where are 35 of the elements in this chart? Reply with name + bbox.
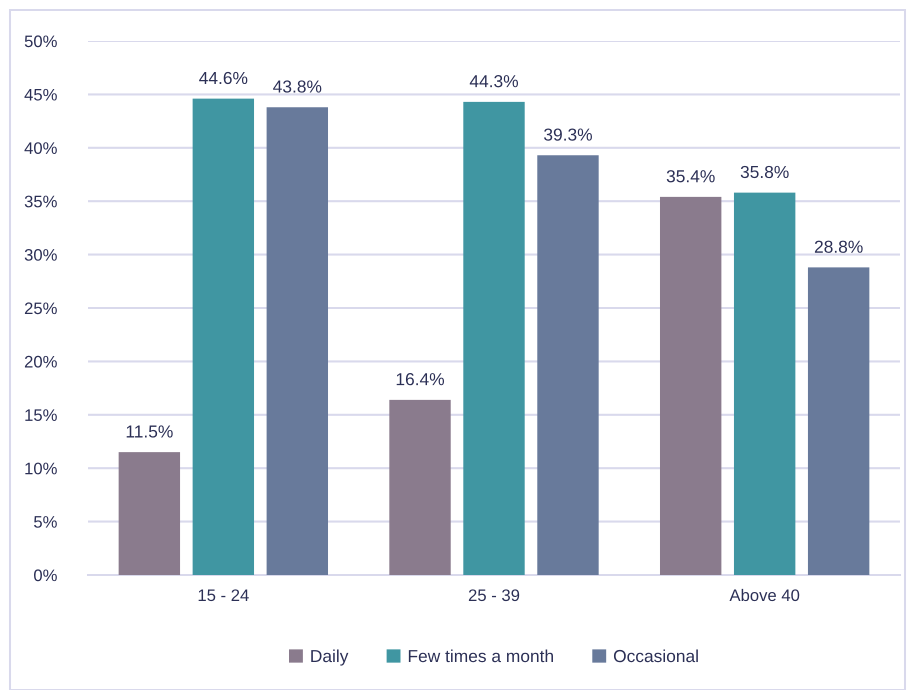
y-tick-label: 0% [34, 569, 57, 582]
y-tick-label: 10% [25, 462, 57, 474]
bar [537, 155, 599, 575]
x-tick-label: 15 - 24 [198, 589, 249, 602]
legend-label: Daily [311, 649, 348, 666]
y-tick-label: 30% [24, 249, 57, 261]
data-label: 35.4% [666, 170, 715, 182]
bar [266, 107, 328, 575]
y-tick-label: 15% [25, 409, 57, 422]
y-tick-label: 40% [24, 142, 57, 154]
legend-label: Few times a month [408, 649, 553, 662]
bar [660, 196, 722, 575]
data-label: 43.8% [273, 80, 322, 93]
bar [808, 267, 870, 575]
data-label: 28.8% [814, 240, 863, 253]
data-label: 44.3% [470, 75, 518, 88]
bar [192, 98, 254, 575]
y-tick-label: 35% [24, 196, 57, 208]
y-tick-label: 25% [24, 302, 57, 314]
data-label: 11.5% [126, 425, 173, 438]
y-tick-label: 45% [24, 88, 57, 101]
data-label: 35.8% [740, 166, 789, 178]
legend-label: Occasional [614, 649, 698, 662]
bar [389, 400, 451, 575]
x-tick-label: 25 - 39 [468, 589, 520, 602]
data-label: 39.3% [544, 128, 592, 141]
x-tick-label: Above 40 [729, 588, 800, 602]
y-tick-label: 5% [34, 516, 57, 528]
data-label: 44.6% [199, 72, 248, 84]
data-label: 16.4% [396, 373, 444, 386]
y-tick-label: 20% [24, 356, 57, 368]
bar [118, 452, 180, 575]
bar [734, 192, 796, 575]
bar [463, 102, 525, 575]
y-tick-label: 50% [24, 35, 57, 48]
